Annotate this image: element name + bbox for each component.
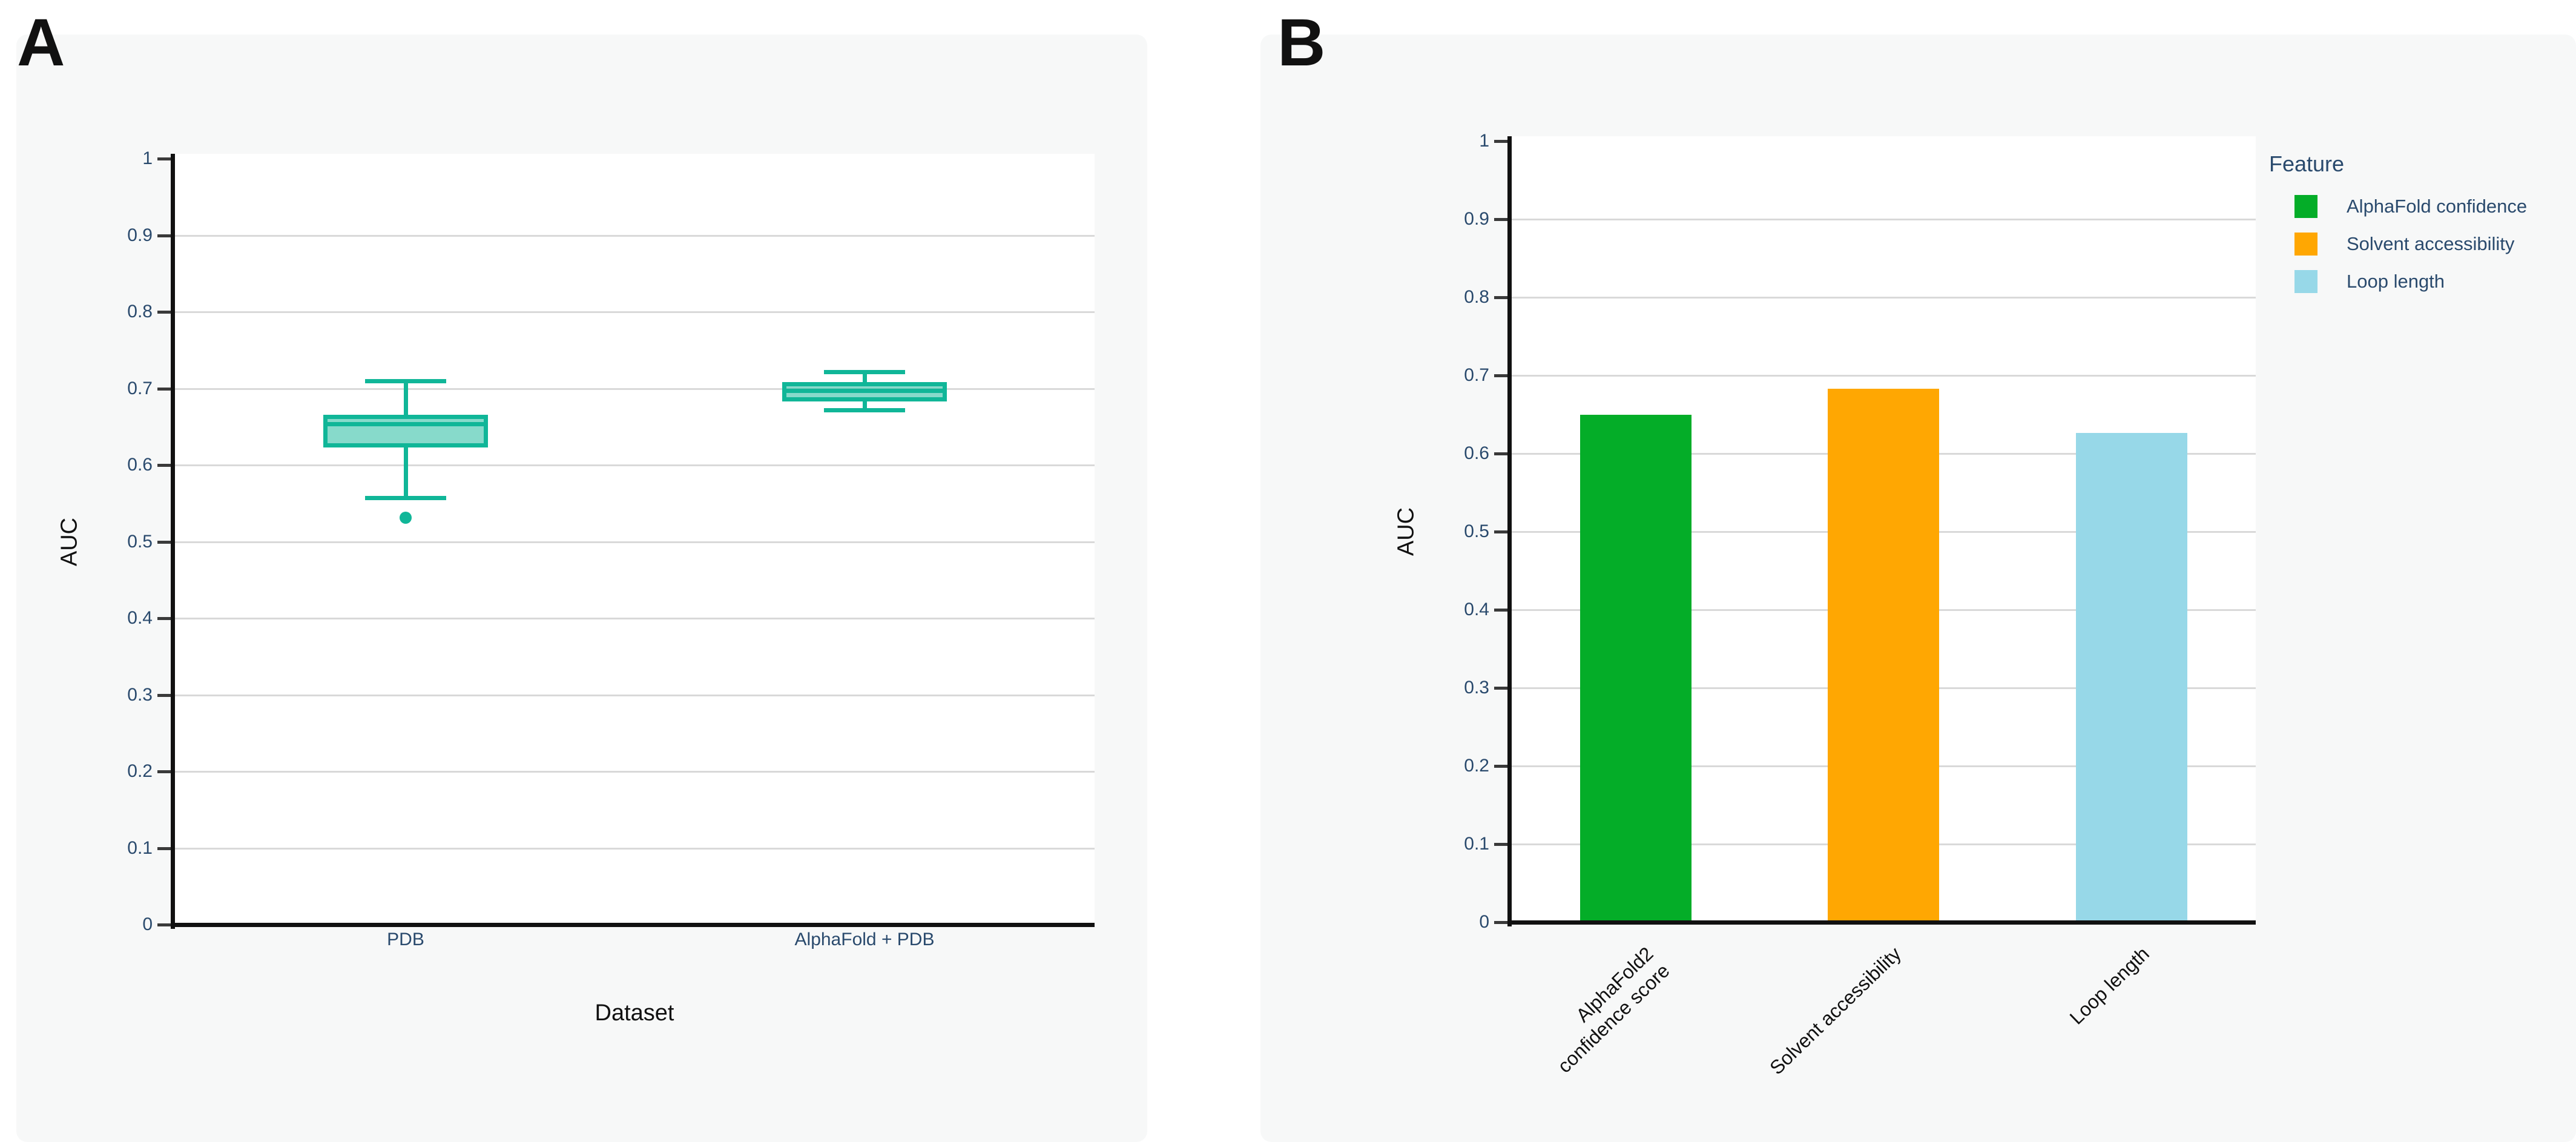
y-axis-tick (1494, 374, 1507, 377)
y-axis-tick-label: 0.5 (127, 531, 153, 552)
whisker-line (404, 447, 408, 498)
y-axis-tick (157, 617, 171, 620)
x-axis-line (1507, 920, 2256, 925)
panel-a-x-tick-label: AlphaFold + PDB (794, 929, 935, 949)
box-iqr (323, 414, 488, 447)
y-axis-tick (157, 464, 171, 467)
y-axis-line (171, 154, 175, 929)
y-axis-tick-label: 0 (142, 914, 153, 934)
y-axis-tick (157, 157, 171, 160)
legend-item-label: Solvent accessibility (2347, 233, 2515, 254)
y-axis-tick-label: 0.1 (127, 837, 153, 858)
y-axis-tick-label: 0.6 (1464, 443, 1489, 463)
legend-swatch (2294, 233, 2317, 256)
panel-b-label: B (1277, 5, 1326, 80)
y-axis-tick (157, 923, 171, 926)
gridline (175, 311, 1095, 313)
gridline (175, 694, 1095, 696)
y-axis-tick (1494, 140, 1507, 143)
y-axis-tick (1494, 452, 1507, 455)
y-axis-tick-label: 0.9 (127, 225, 153, 245)
gridline (175, 618, 1095, 619)
y-axis-tick (157, 770, 171, 773)
y-axis-tick (1494, 218, 1507, 221)
gridline (175, 388, 1095, 390)
y-axis-tick (157, 847, 171, 850)
gridline (1512, 375, 2256, 377)
gridline (175, 771, 1095, 773)
y-axis-tick-label: 0.7 (127, 378, 153, 398)
legend-item-label: AlphaFold confidence (2347, 196, 2528, 217)
gridline (175, 847, 1095, 850)
y-axis-tick (157, 540, 171, 544)
bar (1580, 414, 1692, 920)
y-axis-tick (1494, 609, 1507, 612)
whisker-line (863, 371, 867, 383)
y-axis-tick (1494, 296, 1507, 299)
legend-swatch (2294, 195, 2317, 218)
y-axis-tick-label: 0 (1479, 912, 1489, 932)
y-axis-tick-label: 0.3 (1464, 678, 1489, 698)
y-axis-tick-label: 0.9 (1464, 209, 1489, 229)
panel-b-y-axis-title: AUC (1393, 507, 1419, 556)
legend-item-label: Loop length (2347, 271, 2445, 292)
y-axis-tick (1494, 921, 1507, 924)
bar (1828, 388, 1939, 920)
y-axis-tick (1494, 530, 1507, 533)
panel-a-label: A (17, 5, 65, 80)
y-axis-tick (157, 234, 171, 237)
y-axis-tick (157, 387, 171, 391)
gridline (175, 464, 1095, 466)
y-axis-tick-label: 0.4 (127, 608, 153, 628)
y-axis-tick-label: 0.2 (1464, 756, 1489, 776)
y-axis-tick (157, 693, 171, 697)
legend-title: Feature (2269, 151, 2345, 176)
whisker-cap-low (824, 408, 905, 412)
whisker-line (863, 401, 867, 410)
plot-area (175, 154, 1095, 925)
y-axis-tick-label: 0.2 (127, 761, 153, 781)
gridline (1512, 219, 2256, 220)
y-axis-tick-label: 0.8 (1464, 287, 1489, 307)
gridline (175, 234, 1095, 237)
y-axis-tick-label: 0.8 (127, 302, 153, 322)
box-median-line (323, 421, 488, 426)
y-axis-line (1507, 136, 1512, 926)
whisker-line (404, 380, 408, 415)
y-axis-tick-label: 0.1 (1464, 834, 1489, 854)
legend-swatch (2294, 270, 2317, 293)
gridline (1512, 297, 2256, 299)
y-axis-tick (157, 311, 171, 314)
whisker-cap-low (365, 496, 446, 501)
y-axis-tick-label: 0.4 (1464, 599, 1489, 619)
gridline (175, 541, 1095, 543)
whisker-cap-high (824, 369, 905, 374)
outlier-point (400, 512, 412, 524)
y-axis-tick-label: 0.7 (1464, 365, 1489, 385)
whisker-cap-high (365, 378, 446, 383)
panel-a-y-axis-title: AUC (56, 517, 82, 567)
y-axis-tick-label: 0.3 (127, 684, 153, 705)
bar (2076, 433, 2187, 920)
y-axis-tick (1494, 843, 1507, 846)
y-axis-tick-label: 0.5 (1464, 521, 1489, 541)
y-axis-tick (1494, 765, 1507, 768)
y-axis-tick-label: 1 (1479, 131, 1489, 151)
panel-a-x-tick-label: PDB (387, 929, 424, 949)
y-axis-tick-label: 1 (142, 148, 153, 168)
x-axis-line (171, 923, 1095, 927)
panel-a-x-axis-title: Dataset (595, 1000, 674, 1026)
y-axis-tick-label: 0.6 (127, 455, 153, 475)
box-median-line (782, 389, 947, 394)
y-axis-tick (1494, 687, 1507, 690)
